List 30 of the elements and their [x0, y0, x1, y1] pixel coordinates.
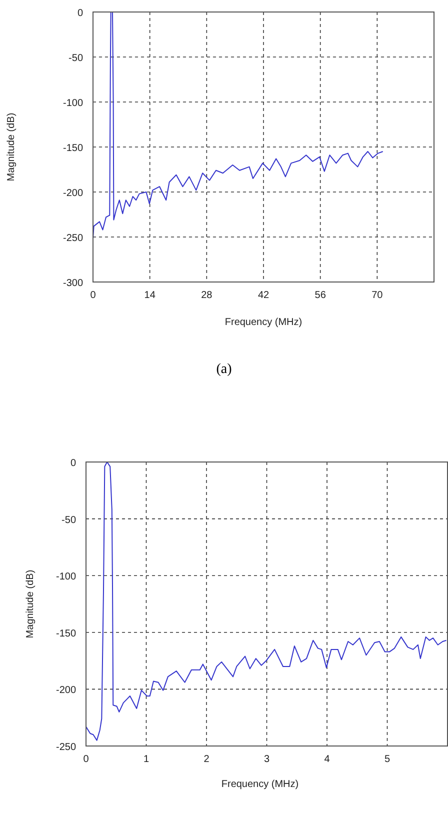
- text: (a): [216, 362, 232, 377]
- x-tick-label: 28: [201, 290, 213, 301]
- line-series: [86, 462, 447, 741]
- y-tick-label: 0: [77, 8, 84, 19]
- y-tick-label: -250: [56, 742, 76, 753]
- x-tick-label: 42: [258, 290, 270, 301]
- x-tick-label: 70: [372, 290, 384, 301]
- y-tick-label: -50: [68, 53, 84, 64]
- y-tick-label: -300: [62, 278, 84, 289]
- y-tick-label: -200: [56, 685, 76, 696]
- x-tick-label: 4: [324, 754, 330, 765]
- y-tick-label: -250: [62, 233, 84, 244]
- x-tick-label: 1: [143, 754, 150, 765]
- y-axis-title: Magnitude (dB): [25, 570, 36, 638]
- x-axis-title: Frequency (MHz): [224, 317, 302, 328]
- y-tick-label: -150: [56, 628, 76, 640]
- y-tick-label: -100: [56, 572, 76, 583]
- x-tick-label: 56: [314, 290, 326, 301]
- y-tick-label: -50: [62, 514, 76, 526]
- x-axis-title: Frequency (MHz): [221, 779, 299, 790]
- y-tick-label: -150: [62, 143, 84, 154]
- y-tick-label: 0: [70, 458, 76, 469]
- y-tick-label: -200: [62, 188, 84, 199]
- x-tick-label: 5: [384, 754, 390, 765]
- x-tick-label: 14: [144, 290, 156, 301]
- y-axis-title: Magnitude (dB): [6, 112, 17, 182]
- x-tick-label: 2: [204, 754, 210, 765]
- y-tick-label: -100: [62, 98, 84, 109]
- x-tick-label: 0: [90, 290, 96, 301]
- x-tick-label: 3: [264, 754, 270, 765]
